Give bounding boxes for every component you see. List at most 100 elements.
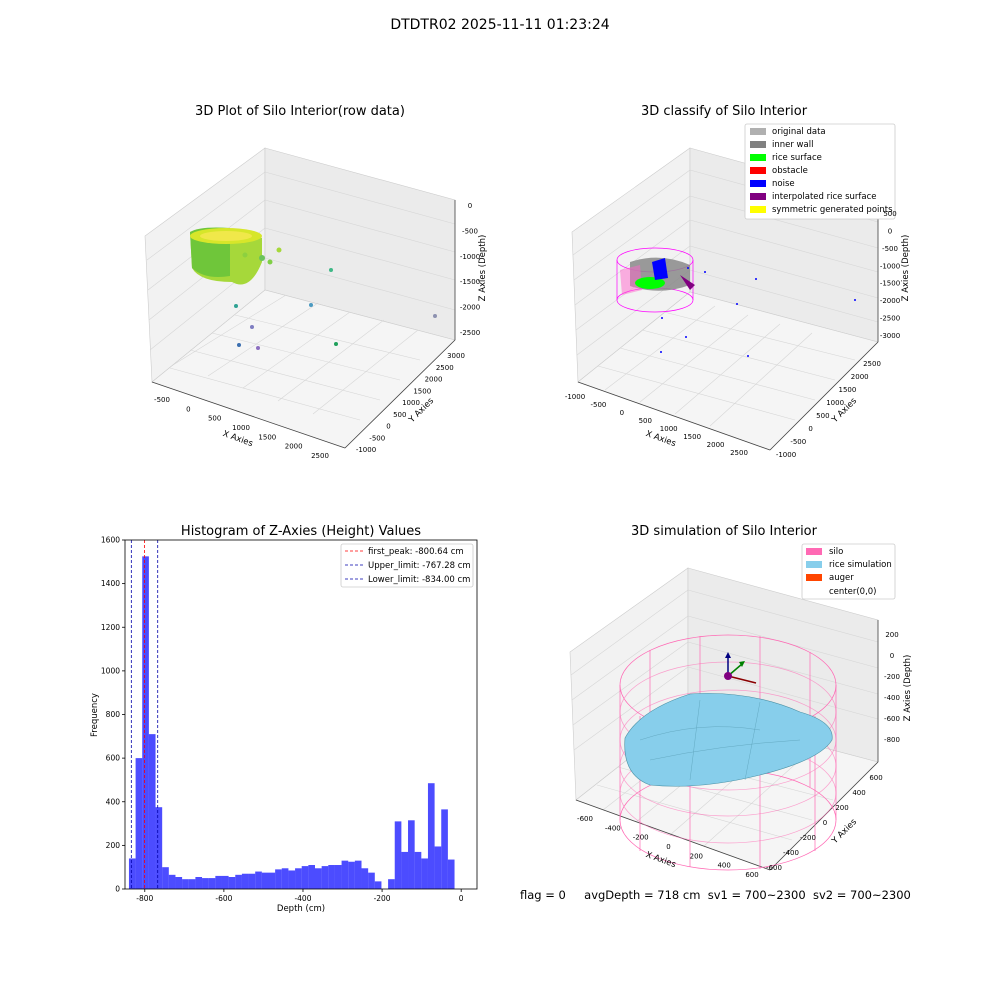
sim-xtick-label: 600 xyxy=(745,871,758,879)
classify-ytick-label: -1000 xyxy=(776,451,796,459)
sim-zaxis-label: Z Axies (Depth) xyxy=(903,655,913,722)
histogram-ytick-label: 0 xyxy=(115,885,120,894)
raw-ytick-label: 500 xyxy=(393,411,406,419)
histogram-bar xyxy=(361,868,369,889)
legend-swatch-inner-wall xyxy=(750,141,766,148)
legend-swatch-interpolated-rice-surface xyxy=(750,193,766,200)
histogram-ytick-label: 400 xyxy=(106,797,121,806)
legend-label-symmetric-generated-points: symmetric generated points xyxy=(772,205,893,215)
histogram-bar xyxy=(354,860,362,889)
classify-ytick-label: 2000 xyxy=(851,373,869,381)
histogram-bar xyxy=(434,846,442,889)
status-sv1: sv1 = 700~2300 xyxy=(707,888,806,902)
raw-ytick-label: -500 xyxy=(369,434,385,442)
histogram-bar xyxy=(368,872,375,889)
histogram-bar xyxy=(315,868,322,889)
raw-ytick-label: 2000 xyxy=(425,376,443,384)
sim-xtick-label: -600 xyxy=(577,815,593,823)
axes-3d-tick-labels: -500 0 500 1000 1500 2000 2500 -1000 -500 0 500 100… xyxy=(154,202,900,879)
raw-xtick-label: 500 xyxy=(208,415,221,423)
rice-simulation-surface xyxy=(624,693,833,787)
classify-ztick-label: -3000 xyxy=(880,332,900,340)
classify-ytick-label: 500 xyxy=(816,412,829,420)
histogram-bar xyxy=(188,879,196,889)
histogram-xtick-label: -400 xyxy=(294,894,311,903)
histogram-bar xyxy=(388,879,395,889)
histogram-bar xyxy=(268,872,276,889)
legend-label-auger: auger xyxy=(829,573,854,583)
histogram-legend: first_peak: -800.64 cm Upper_limit: -767… xyxy=(340,543,474,588)
legend-lower-limit: Lower_limit: -834.00 cm xyxy=(368,575,470,585)
sim-xtick-label: 400 xyxy=(717,862,730,870)
histogram-bar xyxy=(208,878,216,889)
histogram-bar xyxy=(275,869,282,889)
classify-xtick-label: 2000 xyxy=(707,441,725,449)
sim-xaxis-label: X Axies xyxy=(644,850,677,870)
histogram-bar xyxy=(261,872,269,889)
raw-ztick-label: 0 xyxy=(468,202,472,210)
histogram-bar xyxy=(142,556,149,889)
sim-ztick-label: 200 xyxy=(885,631,898,639)
histogram-bar xyxy=(168,874,176,889)
classify-legend: original data inner wall rice surface ob… xyxy=(744,123,896,220)
histogram-bar xyxy=(288,870,296,889)
raw-xtick-label: 2000 xyxy=(285,443,303,451)
histogram-bar xyxy=(162,867,169,889)
raw-ztick-label: -2500 xyxy=(460,329,480,337)
classify-ytick-label: 2500 xyxy=(863,360,881,368)
histogram-ytick-label: 1600 xyxy=(101,536,120,545)
histogram-bar xyxy=(175,877,183,889)
sim-ztick-label: -400 xyxy=(884,694,900,702)
histogram-xtick-label: -200 xyxy=(374,894,391,903)
classify-ztick-label: -2500 xyxy=(880,315,900,323)
legend-label-rice-surface: rice surface xyxy=(772,153,822,163)
sim-ztick-label: -200 xyxy=(884,673,900,681)
raw-ztick-label: -500 xyxy=(462,227,478,235)
histogram-ytick-label: 1400 xyxy=(101,579,120,588)
histogram-bar xyxy=(221,875,229,889)
classify-zaxis-label: Z Axies (Depth) xyxy=(901,235,911,302)
legend-swatch-noise xyxy=(750,180,766,187)
histogram-bar xyxy=(414,851,422,889)
legend-label-inner-wall: inner wall xyxy=(772,140,813,150)
simulation-plot-title: 3D simulation of Silo Interior xyxy=(631,524,817,539)
sim-ytick-label: 600 xyxy=(869,774,882,782)
histogram-bar xyxy=(182,879,189,889)
legend-swatch-symmetric-generated-points xyxy=(750,206,766,213)
histogram-bar xyxy=(401,851,409,889)
classify-ytick-label: -500 xyxy=(790,438,806,446)
histogram-xtick-label: 0 xyxy=(459,894,464,903)
raw-xtick-label: 1000 xyxy=(232,424,250,432)
histogram-bar xyxy=(321,866,329,889)
histogram-xtick-label: -600 xyxy=(215,894,232,903)
sim-ytick-label: -200 xyxy=(800,834,816,842)
raw-ytick-label: 2500 xyxy=(436,364,454,372)
sim-ztick-label: 0 xyxy=(890,652,894,660)
histogram-reference-lines xyxy=(130,540,159,889)
histogram-ylabel: Frequency xyxy=(90,693,100,737)
histogram-bar xyxy=(248,873,256,889)
classify-ztick-label: -500 xyxy=(882,245,898,253)
histogram-bar xyxy=(202,878,209,889)
classify-ytick-label: 1500 xyxy=(839,386,857,394)
raw-ytick-label: -1000 xyxy=(356,446,376,454)
legend-first-peak: first_peak: -800.64 cm xyxy=(368,547,464,557)
histogram-ytick-label: 1200 xyxy=(101,623,120,632)
histogram-xlabel: Depth (cm) xyxy=(277,904,325,914)
classify-xtick-label: 500 xyxy=(639,417,652,425)
status-avg-depth: avgDepth = 718 cm xyxy=(584,888,701,902)
legend-label-rice-simulation: rice simulation xyxy=(829,560,892,570)
histogram-bar xyxy=(348,861,355,889)
classify-xtick-label: 1000 xyxy=(660,425,678,433)
classify-xtick-label: -500 xyxy=(590,401,606,409)
raw-ytick-label: 1000 xyxy=(402,399,420,407)
histogram-ytick-label: 600 xyxy=(106,754,121,763)
histogram-ytick-label: 200 xyxy=(106,841,121,850)
histogram-bar xyxy=(255,871,262,889)
histogram-xtick-label: -800 xyxy=(136,894,153,903)
sim-ztick-label: -600 xyxy=(884,715,900,723)
histogram-bar xyxy=(421,858,428,889)
auger-arrows xyxy=(724,652,757,684)
silo-wireframe xyxy=(619,634,837,871)
